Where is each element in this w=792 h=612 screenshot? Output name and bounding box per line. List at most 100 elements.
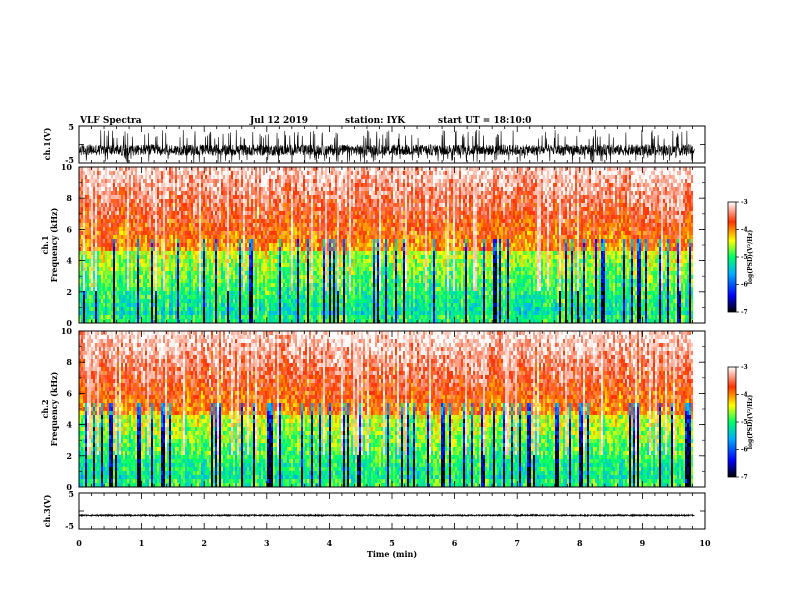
spectrogram-cell — [311, 211, 313, 215]
spectrogram-cell — [271, 171, 273, 175]
spectrogram-cell — [145, 295, 147, 299]
spectrogram-cell — [211, 215, 213, 219]
spectrogram-cell — [129, 263, 131, 267]
spectrogram-cell — [117, 259, 119, 263]
spectrogram-cell — [237, 227, 239, 231]
spectrogram-cell — [311, 283, 313, 287]
spectrogram-cell — [147, 191, 149, 195]
spectrogram-cell — [95, 235, 97, 239]
spectrogram-cell — [175, 227, 177, 231]
spectrogram-cell — [307, 211, 309, 215]
spectrogram-cell — [113, 223, 115, 227]
spectrogram-cell — [145, 199, 147, 203]
spectrogram-cell — [189, 215, 191, 219]
spectrogram-cell — [241, 315, 243, 319]
spectrogram-cell — [295, 279, 297, 283]
spectrogram-cell — [131, 207, 133, 211]
spectrogram-cell — [309, 291, 311, 295]
spectrogram-cell — [129, 259, 131, 263]
spectrogram-cell — [173, 299, 175, 303]
spectrogram-cell — [109, 231, 111, 235]
spectrogram-cell — [217, 211, 219, 215]
spectrogram-cell — [275, 287, 277, 291]
spectrogram-cell — [193, 275, 195, 279]
spectrogram-cell — [97, 179, 99, 183]
spectrogram-cell — [107, 247, 109, 251]
spectrogram-cell — [303, 187, 305, 191]
spectrogram-cell — [199, 283, 201, 287]
spectrogram-cell — [309, 223, 311, 227]
spectrogram-cell — [175, 167, 177, 171]
spectrogram-cell — [279, 231, 281, 235]
spectrogram-cell — [153, 259, 155, 263]
spectrogram-cell — [283, 267, 285, 271]
spectrogram-cell — [307, 179, 309, 183]
spectrogram-cell — [127, 187, 129, 191]
spectrogram-cell — [239, 319, 241, 323]
spectrogram-cell — [81, 287, 83, 291]
spectrogram-cell — [169, 231, 171, 235]
spectrogram-cell — [217, 247, 219, 251]
spectrogram-cell — [287, 287, 289, 291]
spectrogram-cell — [221, 287, 223, 291]
spectrogram-cell — [265, 311, 267, 315]
spectrogram-cell — [281, 279, 283, 283]
spectrogram-cell — [287, 243, 289, 247]
spectrogram-cell — [107, 195, 109, 199]
spectrogram-cell — [97, 283, 99, 287]
spectrogram-cell — [267, 223, 269, 227]
spectrogram-cell — [239, 171, 241, 175]
spectrogram-cell — [189, 171, 191, 175]
spectrogram-cell — [245, 243, 247, 247]
spectrogram-cell — [297, 211, 299, 215]
spectrogram-cell — [239, 191, 241, 195]
spectrogram-cell — [263, 307, 265, 311]
spectrogram-cell — [227, 223, 229, 227]
spectrogram-cell — [301, 215, 303, 219]
spectrogram-cell — [219, 199, 221, 203]
spectrogram-cell — [253, 283, 255, 287]
spectrogram-cell — [149, 283, 151, 287]
spectrogram-cell — [127, 287, 129, 291]
spectrogram-cell — [241, 195, 243, 199]
spectrogram-cell — [121, 299, 123, 303]
spectrogram-cell — [129, 183, 131, 187]
spectrogram-cell — [313, 271, 315, 275]
spectrogram-cell — [179, 283, 181, 287]
spectrogram-cell — [223, 215, 225, 219]
spectrogram-cell — [169, 283, 171, 287]
spectrogram-cell — [233, 303, 235, 307]
spectrogram-cell — [239, 255, 241, 259]
spectrogram-cell — [263, 171, 265, 175]
spectrogram-cell — [101, 259, 103, 263]
spectrogram-cell — [297, 239, 299, 243]
spectrogram-cell — [251, 239, 253, 243]
spectrogram-cell — [309, 251, 311, 255]
spectrogram-cell — [319, 219, 321, 223]
spectrogram-cell — [323, 203, 325, 207]
spectrogram-cell — [111, 263, 113, 267]
spectrogram-cell — [325, 243, 327, 247]
spectrogram-cell — [229, 231, 231, 235]
spectrogram-cell — [249, 247, 251, 251]
spectrogram-cell — [117, 287, 119, 291]
spectrogram-cell — [113, 231, 115, 235]
spectrogram-cell — [317, 315, 319, 319]
spectrogram-cell — [97, 183, 99, 187]
spectrogram-cell — [309, 275, 311, 279]
spectrogram-cell — [139, 175, 141, 179]
spectrogram-cell — [249, 243, 251, 247]
spectrogram-cell — [233, 167, 235, 171]
spectrogram-cell — [181, 239, 183, 243]
spectrogram-cell — [273, 227, 275, 231]
spectrogram-cell — [223, 275, 225, 279]
spectrogram-cell — [105, 263, 107, 267]
spectrogram-cell — [229, 279, 231, 283]
spectrogram-cell — [157, 223, 159, 227]
spectrogram-cell — [207, 279, 209, 283]
spectrogram-cell — [149, 195, 151, 199]
spectrogram-cell — [141, 271, 143, 275]
spectrogram-cell — [151, 251, 153, 255]
spectrogram-cell — [267, 283, 269, 287]
spectrogram-cell — [147, 275, 149, 279]
